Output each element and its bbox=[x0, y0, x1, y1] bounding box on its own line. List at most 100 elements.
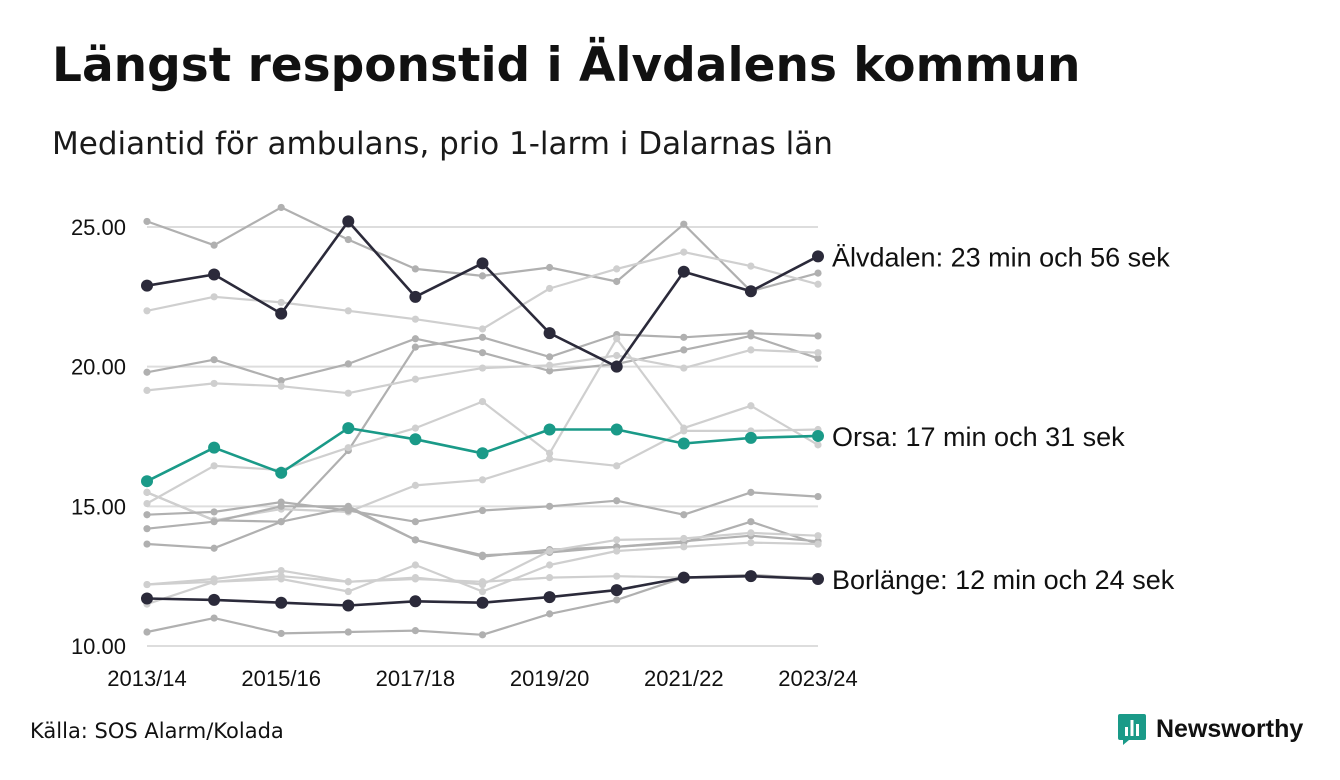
alvdalen-series-point bbox=[812, 250, 824, 263]
background-series-5-point bbox=[277, 382, 285, 390]
y-tick-label: 25.00 bbox=[71, 215, 126, 240]
borlange-series-point bbox=[476, 596, 489, 609]
x-tick-label: 2019/20 bbox=[510, 666, 590, 691]
alvdalen-series-point bbox=[208, 268, 221, 281]
newsworthy-logo-icon bbox=[1118, 714, 1146, 745]
background-series-8-point bbox=[546, 502, 554, 510]
background-series-6-point bbox=[411, 424, 419, 432]
newsworthy-logo: Newsworthy bbox=[1117, 712, 1303, 746]
borlange-series-point bbox=[342, 599, 355, 612]
background-series-14-point bbox=[546, 610, 554, 618]
background-series-8-point bbox=[613, 497, 621, 505]
background-series-13-point bbox=[478, 578, 487, 586]
background-series-3-point bbox=[680, 346, 688, 354]
background-series-6-point bbox=[546, 449, 554, 457]
orsa-series-point bbox=[275, 466, 288, 479]
orsa-series-point bbox=[476, 447, 489, 460]
alvdalen-series-point bbox=[543, 327, 556, 340]
background-series-12-point bbox=[546, 561, 554, 569]
background-series-2-point bbox=[747, 262, 755, 270]
orsa-series-point bbox=[409, 433, 422, 446]
alvdalen-series-point bbox=[275, 307, 288, 320]
y-tick-label: 20.00 bbox=[71, 355, 126, 380]
background-series-14-point bbox=[210, 614, 218, 622]
background-series-12-point bbox=[344, 587, 352, 596]
background-series-1-point bbox=[546, 263, 554, 272]
background-series-6-point bbox=[747, 402, 755, 410]
background-series-6-point bbox=[814, 441, 822, 449]
background-series-12-point bbox=[613, 547, 621, 555]
background-series-13-point bbox=[143, 580, 151, 589]
background-series-7-point bbox=[546, 455, 554, 463]
background-series-8-point bbox=[478, 506, 487, 515]
orsa-series-point bbox=[744, 431, 757, 444]
background-series-10-point bbox=[277, 518, 285, 526]
background-series-1-point bbox=[411, 265, 419, 273]
y-tick-label: 15.00 bbox=[71, 494, 126, 519]
background-series-10-point bbox=[210, 544, 218, 552]
alvdalen-series-line bbox=[146, 220, 819, 369]
background-series-10-point bbox=[344, 504, 352, 512]
background-series-3-point bbox=[411, 335, 419, 343]
orsa-series-point bbox=[812, 429, 824, 442]
orsa-series-point bbox=[141, 475, 153, 488]
background-series-8-point bbox=[814, 492, 822, 501]
background-series-6-point bbox=[613, 335, 621, 343]
background-series-7-point bbox=[478, 476, 487, 484]
background-series-5-point bbox=[478, 364, 487, 372]
orsa-series-point bbox=[543, 423, 556, 436]
background-series-8-point bbox=[143, 511, 151, 519]
background-series-11-point bbox=[680, 534, 688, 543]
background-series-7-point bbox=[411, 481, 419, 489]
background-series-3-point bbox=[210, 356, 218, 364]
background-series-2-point bbox=[546, 284, 554, 293]
chart-subtitle: Mediantid för ambulans, prio 1-larm i Da… bbox=[52, 126, 833, 162]
alvdalen-series-point bbox=[409, 290, 422, 303]
background-series-9-point bbox=[143, 525, 151, 533]
line-chart: 10.00 15.00 20.00 25.00 2013/14 2015/16 2017/1… bbox=[71, 203, 1175, 691]
background-series-9-point bbox=[277, 502, 285, 510]
background-series-5-point bbox=[814, 349, 822, 357]
background-series-1-point bbox=[814, 269, 822, 277]
background-series-13-point bbox=[277, 572, 285, 580]
y-tick-label: 10.00 bbox=[71, 634, 126, 659]
background-series-3-point bbox=[344, 360, 352, 368]
alvdalen-series-point bbox=[610, 360, 623, 373]
background-series-2-point bbox=[478, 325, 487, 333]
background-series-5-point bbox=[680, 364, 688, 372]
background-series-8-point bbox=[411, 518, 419, 526]
background-series-14-point bbox=[613, 596, 621, 604]
background-series-5-point bbox=[143, 386, 151, 395]
background-series-6-point bbox=[344, 444, 352, 452]
background-series-2-point bbox=[210, 293, 218, 301]
alvdalen-series-point bbox=[141, 279, 153, 292]
borlange-series-point bbox=[812, 572, 824, 585]
background-series-4-point bbox=[411, 343, 419, 351]
background-series-3-point bbox=[478, 349, 487, 357]
alvdalen-series-point bbox=[744, 285, 757, 298]
background-series-11-point bbox=[613, 536, 621, 544]
background-series-8-point bbox=[680, 511, 688, 519]
background-series-5-point bbox=[546, 361, 554, 369]
x-tick-label: 2017/18 bbox=[376, 666, 456, 691]
background-series-12-point bbox=[814, 540, 822, 548]
background-series-8-point bbox=[210, 508, 218, 516]
background-series-1-point bbox=[478, 272, 487, 280]
background-series-3-point bbox=[814, 354, 822, 362]
background-series-6-point bbox=[478, 397, 487, 406]
background-series-11-point bbox=[546, 547, 554, 555]
background-series-2-point bbox=[143, 307, 151, 315]
chart-title: Längst responstid i Älvdalens kommun bbox=[52, 38, 1081, 93]
background-series-4-point bbox=[747, 329, 755, 337]
alvdalen-end-label: Älvdalen: 23 min och 56 sek bbox=[832, 242, 1170, 272]
background-series-4-point bbox=[478, 333, 487, 341]
background-series-2-point bbox=[613, 265, 621, 273]
background-series-14-point bbox=[277, 629, 285, 638]
alvdalen-series-point bbox=[476, 257, 489, 270]
background-series-5-point bbox=[210, 379, 218, 388]
background-series-2-point bbox=[277, 298, 285, 307]
background-series-13-point bbox=[613, 572, 621, 580]
background-series-4-point bbox=[814, 332, 822, 340]
background-series-10-point bbox=[478, 551, 487, 559]
borlange-series-point bbox=[275, 596, 288, 609]
